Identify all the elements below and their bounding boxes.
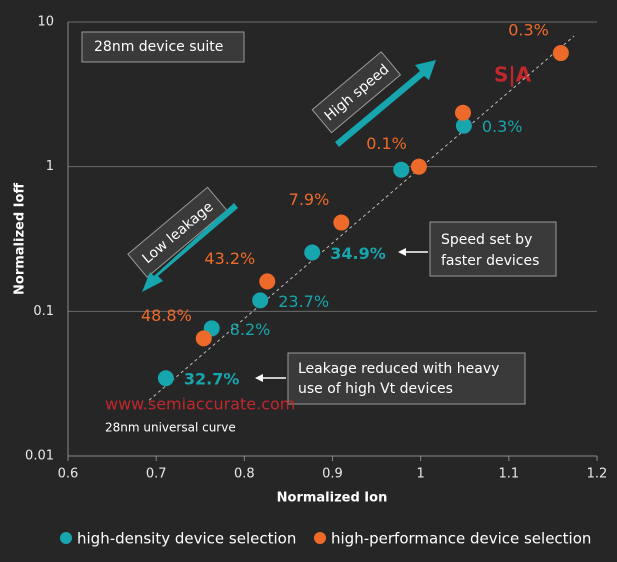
point: [259, 273, 276, 290]
x-tick-label: 1.2: [587, 467, 608, 482]
speed-note-arrowhead: [398, 248, 406, 256]
low-leakage-arrow: [142, 203, 238, 292]
point: [195, 330, 212, 347]
point: [157, 370, 174, 387]
x-tick-label: 0.6: [58, 467, 79, 482]
point: [333, 214, 350, 231]
point: [455, 117, 472, 134]
point-label: 34.9%: [330, 244, 386, 263]
point: [410, 158, 427, 175]
point-label: 23.7%: [278, 292, 329, 311]
point: [304, 244, 321, 261]
legend-label: high-performance device selection: [331, 530, 591, 548]
leakage-note-line: Leakage reduced with heavy: [298, 361, 499, 377]
point: [552, 45, 569, 62]
leakage-note-box: [287, 352, 526, 405]
y-tick-label: 10: [37, 15, 54, 30]
point: [393, 161, 410, 178]
legend-label: high-density device selection: [77, 530, 296, 548]
x-tick-label: 0.9: [322, 467, 343, 482]
leakage-note-arrowhead: [255, 374, 263, 382]
point-label: 48.8%: [141, 306, 192, 325]
suite-label: 28nm device suite: [94, 39, 223, 55]
legend-marker: [314, 532, 326, 544]
point-label: 43.2%: [204, 249, 255, 268]
y-axis-title: Normalized Ioff: [13, 183, 28, 295]
point: [252, 292, 269, 309]
speed-note-box: [429, 221, 557, 277]
point-label: 0.3%: [508, 21, 549, 40]
point-label: 0.1%: [366, 134, 407, 153]
high-speed-arrow: [335, 60, 436, 147]
point-label: 32.7%: [184, 370, 240, 389]
leakage-note-line: use of high Vt devices: [298, 381, 453, 397]
logo: S|A: [494, 63, 532, 87]
y-tick-label: 0.01: [25, 449, 54, 464]
x-tick-label: 0.7: [146, 467, 167, 482]
y-tick-label: 0.1: [33, 304, 54, 319]
x-tick-label: 1: [417, 467, 425, 482]
reference-line-label: 28nm universal curve: [105, 421, 236, 435]
suite-box: [81, 31, 245, 63]
high-speed-box: [311, 51, 402, 134]
y-tick-label: 1: [46, 159, 54, 174]
point-label: 8.2%: [230, 320, 271, 339]
low-leakage-box: [127, 186, 228, 278]
point-label: 0.3%: [482, 117, 523, 136]
x-tick-label: 0.8: [234, 467, 255, 482]
legend-marker: [60, 532, 72, 544]
x-axis-title: Normalized Ion: [277, 491, 388, 506]
speed-note-line: faster devices: [441, 253, 539, 269]
x-tick-label: 1.1: [498, 467, 519, 482]
point: [454, 104, 471, 121]
watermark: www.semiaccurate.com: [105, 395, 295, 414]
speed-note-line: Speed set by: [441, 232, 532, 248]
point-label: 7.9%: [289, 190, 330, 209]
